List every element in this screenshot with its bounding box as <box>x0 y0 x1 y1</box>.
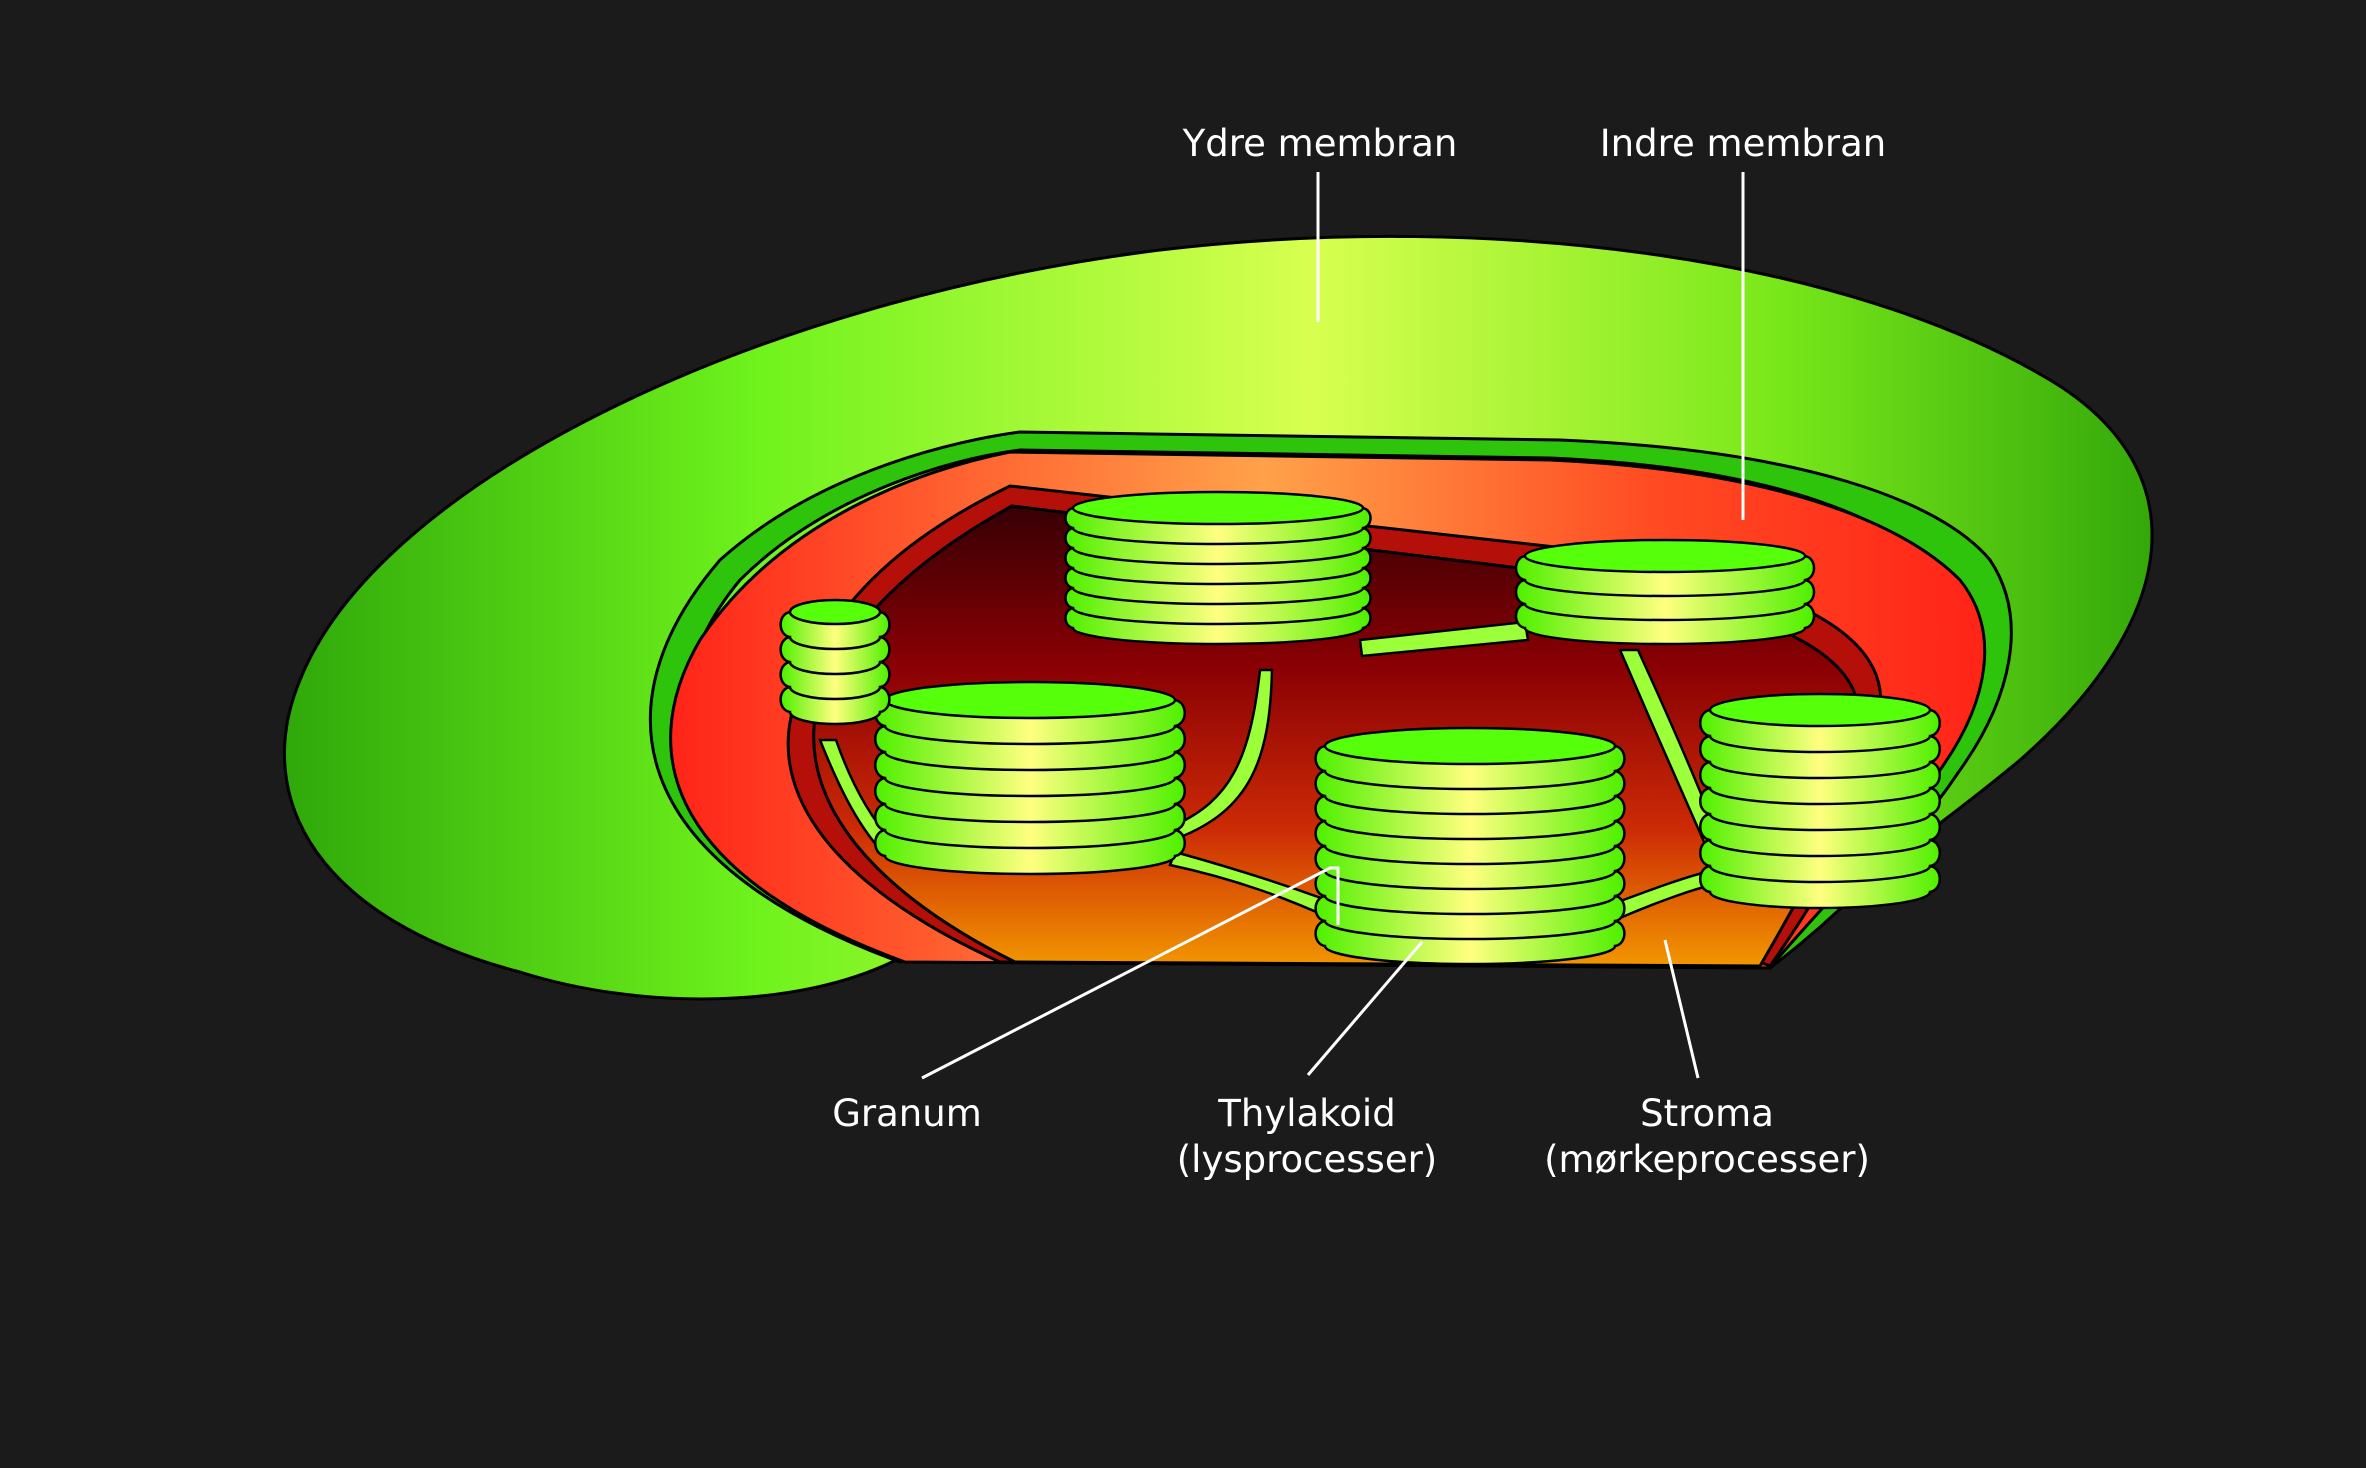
grana-group <box>779 490 1941 966</box>
granum-stack <box>1314 726 1626 966</box>
thylakoid-top <box>883 680 1177 720</box>
label-thylakoid: Thylakoid <box>1217 1092 1395 1135</box>
granum-stack <box>874 680 1186 876</box>
leader-stroma <box>1663 939 1700 1079</box>
granum-stack <box>1699 692 1941 910</box>
leader-granum <box>921 866 1340 1080</box>
thylakoid-top <box>1071 490 1365 526</box>
thylakoid-top <box>1523 538 1807 574</box>
leader-thylakoid <box>1306 941 1424 1076</box>
granum-stack <box>1514 538 1816 646</box>
leader-lines <box>921 172 1745 1080</box>
label-stroma-note: (mørkeprocesser) <box>1544 1138 1870 1181</box>
label-outer-membrane: Ydre membran <box>1182 122 1458 165</box>
label-inner-membrane: Indre membran <box>1600 122 1886 165</box>
label-thylakoid-note: (lysprocesser) <box>1177 1138 1437 1181</box>
thylakoid-top <box>1323 726 1617 766</box>
label-granum: Granum <box>832 1092 982 1135</box>
label-stroma: Stroma <box>1640 1092 1774 1135</box>
granum-stack <box>1064 490 1372 646</box>
thylakoid-top <box>1708 692 1932 728</box>
thylakoid-top <box>788 598 882 626</box>
granum-stack <box>779 598 891 726</box>
